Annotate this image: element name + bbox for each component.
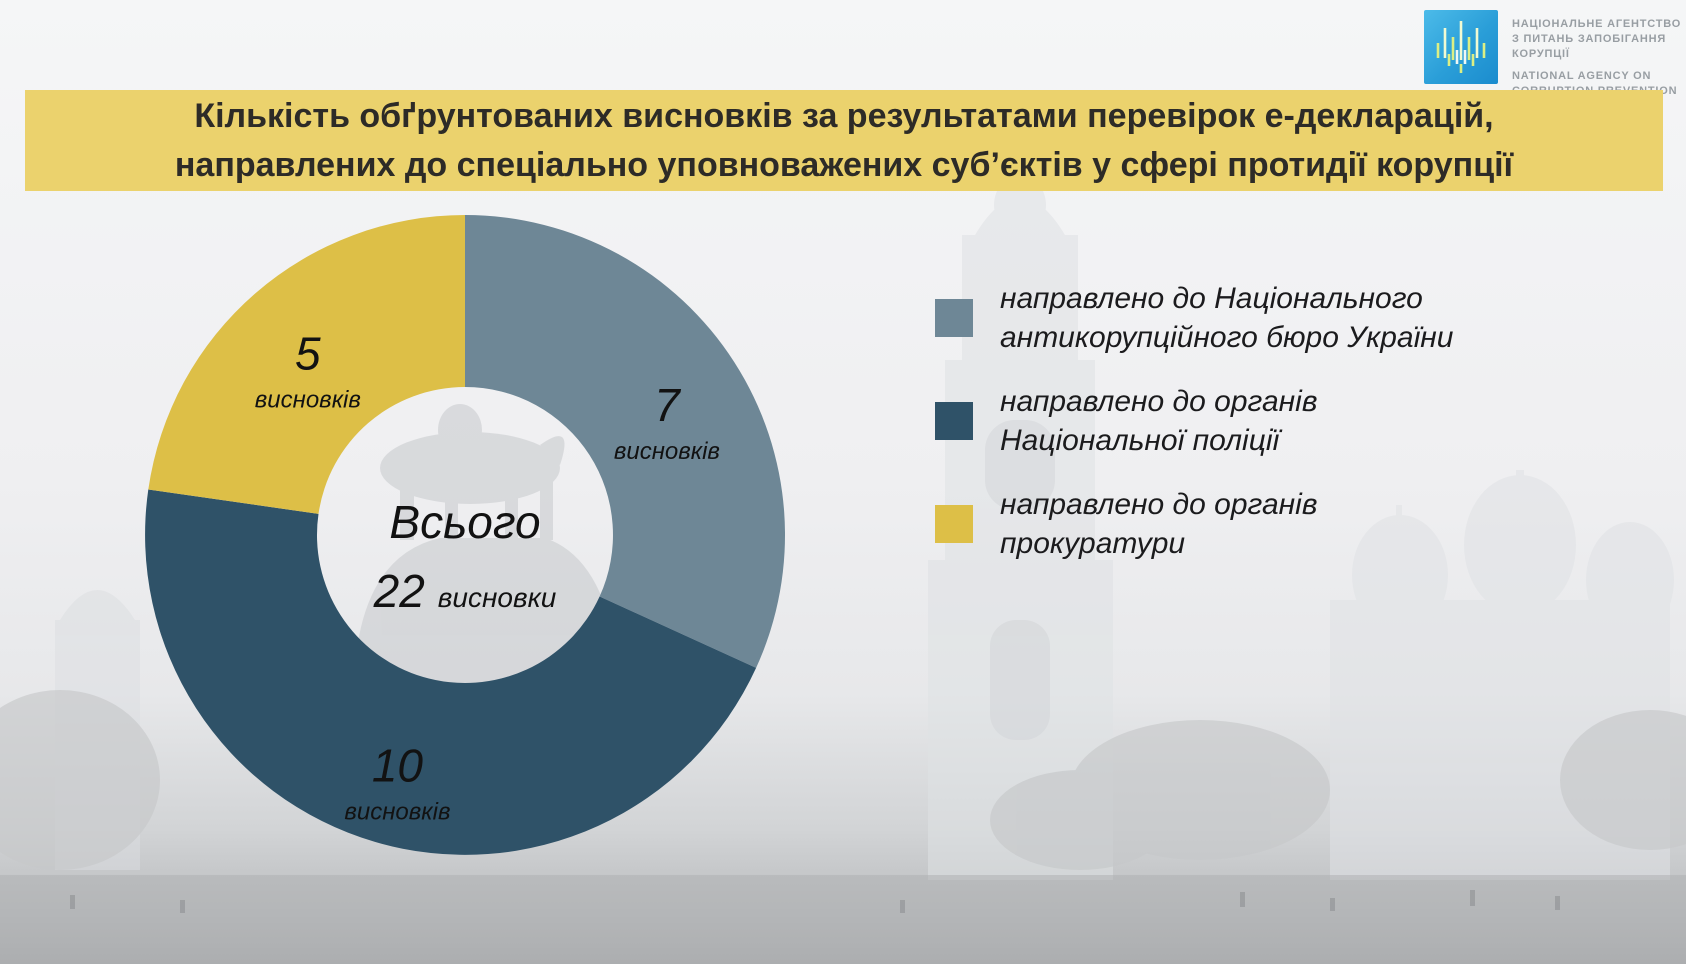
donut-center: Всього 22 висновки	[315, 495, 615, 618]
page-title-line2: направлених до спеціально уповноважених …	[174, 145, 1514, 184]
total-unit: висновки	[437, 582, 557, 613]
donut-slice-0	[465, 215, 786, 668]
legend-item-nabu: направлено до Національного антикорупцій…	[935, 279, 1615, 357]
total-value: 22	[373, 565, 425, 617]
legend-swatch-prosecution	[935, 505, 973, 543]
legend-item-prosecution: направлено до органів прокуратури	[935, 485, 1615, 563]
legend-swatch-police	[935, 402, 973, 440]
slice-value-2: 5	[295, 328, 321, 380]
agency-name-uk-line2: З ПИТАНЬ ЗАПОБІГАННЯ КОРУПЦІЇ	[1512, 33, 1667, 60]
slice-value-1: 10	[372, 739, 424, 791]
donut-slice-2	[148, 215, 465, 514]
slice-value-0: 7	[654, 379, 681, 431]
donut-chart: 7 висновків 10 висновків 5 висновків	[135, 205, 795, 865]
slice-unit-2: висновків	[255, 387, 361, 414]
total-label: Всього	[389, 496, 541, 548]
legend-item-police: направлено до органів Національної поліц…	[935, 382, 1615, 460]
agency-name-en-line1: NATIONAL AGENCY ON	[1512, 70, 1652, 82]
legend-label-police: направлено до органів Національної поліц…	[1000, 385, 1318, 457]
agency-name-uk-line1: НАЦІОНАЛЬНЕ АГЕНТСТВО	[1512, 18, 1682, 30]
legend-label-nabu: направлено до Національного антикорупцій…	[1000, 282, 1454, 354]
page-title-line1: Кількість обґрунтованих висновків за рез…	[194, 96, 1494, 135]
donut-slice-1	[145, 489, 757, 855]
agency-name: НАЦІОНАЛЬНЕ АГЕНТСТВО З ПИТАНЬ ЗАПОБІГАН…	[1512, 17, 1686, 99]
page-title: Кількість обґрунтованих висновків за рез…	[25, 90, 1663, 191]
legend-swatch-nabu	[935, 299, 973, 337]
legend-label-prosecution: направлено до органів прокуратури	[1000, 488, 1318, 560]
chart-legend: направлено до Національного антикорупцій…	[935, 279, 1615, 588]
nazk-logo-icon	[1424, 10, 1498, 84]
slice-unit-0: висновків	[614, 438, 720, 465]
slice-unit-1: висновків	[344, 798, 450, 825]
trident-bars-icon	[1436, 21, 1486, 73]
